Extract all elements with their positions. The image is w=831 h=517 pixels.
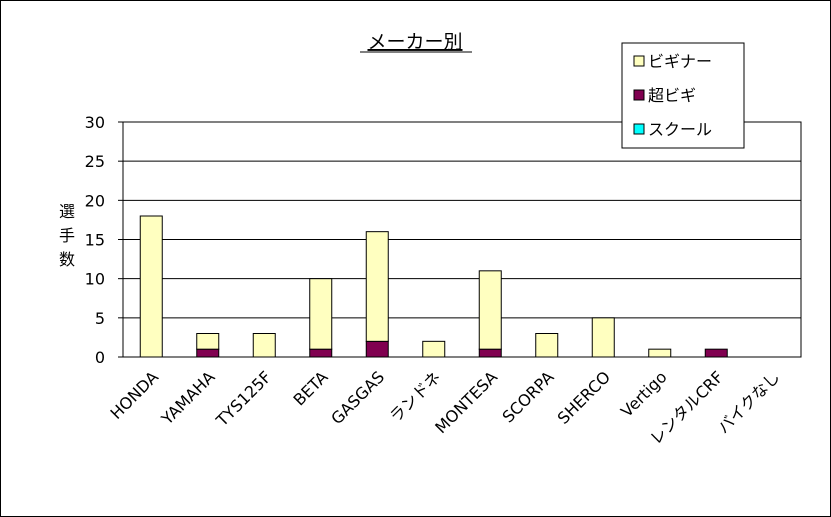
bar-segment [535, 333, 559, 358]
bar-segment [309, 278, 333, 350]
bar-segment [704, 348, 728, 358]
bar-segment [139, 215, 163, 358]
y-tick-label: 20 [85, 191, 105, 210]
legend-label: ビギナー [648, 52, 712, 71]
bar-segment [365, 340, 389, 358]
legend-swatch [633, 55, 645, 67]
y-tick-label: 0 [95, 348, 105, 367]
y-axis-label: 選手数 [56, 203, 75, 275]
bar-segment [252, 333, 276, 358]
chart-title: メーカー別 [367, 31, 462, 53]
bar-segment [196, 348, 220, 358]
bar-segment [422, 340, 446, 358]
bar-segment [648, 348, 672, 358]
bar-segment [478, 348, 502, 358]
bar-segment [365, 231, 389, 342]
legend-swatch [633, 123, 645, 135]
bar-segment [309, 348, 333, 358]
legend-label: スクール [648, 120, 712, 139]
y-tick-label: 30 [85, 113, 105, 132]
legend-label: 超ビギ [648, 86, 696, 105]
y-tick-label: 25 [85, 152, 105, 171]
bar-segment [478, 270, 502, 350]
bar-segment [591, 317, 615, 358]
y-tick-label: 5 [95, 309, 105, 328]
y-tick-label: 10 [85, 270, 105, 289]
legend-swatch [633, 89, 645, 101]
bar-segment [196, 333, 220, 350]
y-tick-label: 15 [85, 231, 105, 250]
